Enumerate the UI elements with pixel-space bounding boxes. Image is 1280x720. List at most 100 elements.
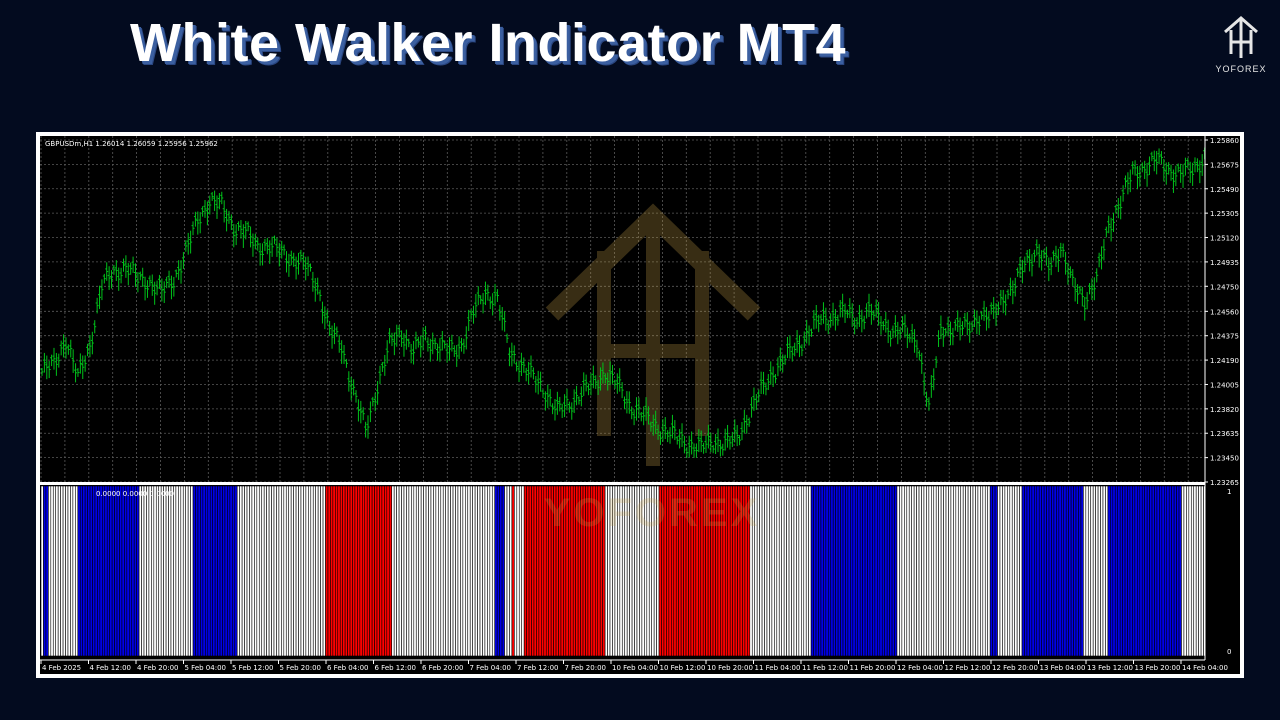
signal-bar-blue — [219, 485, 223, 657]
time-tick-label: 6 Feb 04:00 — [327, 664, 368, 672]
signal-bar-blue — [1046, 485, 1050, 657]
signal-bar-blue — [77, 485, 81, 657]
signal-bar-blue — [234, 485, 238, 657]
signal-bar-blue — [1119, 485, 1123, 657]
price-tick-label: 1.24375 — [1210, 333, 1239, 341]
signal-bar-white — [1007, 485, 1011, 657]
signal-bar-white — [808, 485, 812, 657]
signal-bar-white — [249, 485, 253, 657]
signal-bar-blue — [886, 485, 890, 657]
time-tick-label: 12 Feb 04:00 — [897, 664, 943, 672]
signal-bar-red — [536, 485, 540, 657]
price-tick-label: 1.24750 — [1210, 283, 1239, 291]
signal-bar-blue — [840, 485, 844, 657]
signal-bar-blue — [114, 485, 118, 657]
signal-bar-white — [254, 485, 258, 657]
signal-bar-blue — [1151, 485, 1155, 657]
signal-bar-white — [55, 485, 59, 657]
panel-separator — [40, 482, 1240, 485]
signal-bar-white — [1190, 485, 1195, 657]
signal-bar-blue — [867, 485, 871, 657]
signal-bar-red — [384, 485, 388, 657]
time-tick-label: 13 Feb 20:00 — [1135, 664, 1181, 672]
signal-bar-white — [786, 485, 790, 657]
price-tick-label: 1.24560 — [1210, 308, 1239, 316]
signal-bar-white — [977, 485, 981, 657]
signal-bar-white — [940, 485, 944, 657]
signal-bar-white — [935, 485, 939, 657]
signal-bar-blue — [825, 485, 829, 657]
signal-bar-white — [457, 485, 461, 657]
signal-bar-white — [793, 485, 797, 657]
signal-bar-white — [435, 485, 439, 657]
signal-bar-white — [141, 485, 145, 657]
signal-bar-white — [312, 485, 316, 657]
signal-bar-blue — [106, 485, 110, 657]
signal-bar-white — [761, 485, 765, 657]
signal-bar-red — [332, 485, 336, 657]
signal-bar-white — [1181, 485, 1185, 657]
signal-bar-blue — [1041, 485, 1045, 657]
signal-bar-white — [1195, 485, 1199, 657]
time-tick-label: 11 Feb 04:00 — [755, 664, 801, 672]
signal-bar-white — [433, 485, 437, 657]
signal-bar-blue — [818, 485, 822, 657]
chart-canvas[interactable]: YOFOREX GBPUSDm,H1 1.26014 1.26059 1.259… — [40, 136, 1240, 674]
signal-bar-blue — [496, 485, 500, 657]
signal-bar-white — [950, 485, 954, 657]
signal-bar-blue — [97, 485, 101, 657]
signal-bar-blue — [124, 485, 128, 657]
signal-bar-blue — [1034, 485, 1038, 657]
signal-bar-white — [236, 485, 240, 657]
price-tick-label: 1.23635 — [1210, 430, 1239, 438]
signal-bar-blue — [1139, 485, 1143, 657]
signal-bar-white — [165, 485, 169, 657]
signal-bar-white — [479, 485, 483, 657]
signal-bar-white — [298, 485, 302, 657]
brand-logo: YOFOREX — [1212, 14, 1270, 74]
signal-bar-white — [491, 485, 496, 657]
signal-bar-blue — [205, 485, 209, 657]
signal-bar-white — [489, 485, 493, 657]
signal-bar-blue — [842, 485, 846, 657]
time-tick-label: 10 Feb 20:00 — [707, 664, 753, 672]
signal-bar-white — [153, 485, 157, 657]
signal-bar-white — [317, 485, 321, 657]
signal-bar-blue — [1129, 485, 1133, 657]
signal-bar-white — [180, 485, 184, 657]
signal-bar-white — [295, 485, 299, 657]
signal-bar-blue — [1048, 485, 1052, 657]
signal-bar-blue — [881, 485, 886, 657]
signal-bar-white — [482, 485, 486, 657]
signal-bar-blue — [992, 485, 996, 657]
signal-bar-white — [938, 485, 942, 657]
signal-bar-white — [783, 485, 787, 657]
signal-bar-blue — [1141, 485, 1145, 657]
signal-bar-blue — [1161, 485, 1165, 657]
signal-bar-white — [460, 485, 464, 657]
mt4-chart[interactable]: YOFOREX GBPUSDm,H1 1.26014 1.26059 1.259… — [40, 136, 1240, 674]
signal-bar-white — [440, 485, 444, 657]
price-tick-label: 1.24190 — [1210, 357, 1239, 365]
signal-bar-white — [960, 485, 964, 657]
signal-bar-white — [138, 485, 142, 657]
price-tick-label: 1.24005 — [1210, 381, 1239, 389]
signal-bar-blue — [1117, 485, 1121, 657]
signal-bar-blue — [202, 485, 206, 657]
signal-bar-red — [335, 485, 339, 657]
signal-bar-blue — [850, 485, 854, 657]
signal-bar-blue — [1173, 485, 1177, 657]
signal-bar-red — [388, 485, 393, 657]
signal-bar-red — [344, 485, 348, 657]
signal-bar-blue — [864, 485, 868, 657]
signal-bar-white — [1014, 485, 1018, 657]
watermark-text: YOFOREX — [544, 491, 761, 535]
signal-bar-white — [987, 485, 991, 657]
time-tick-label: 7 Feb 04:00 — [470, 664, 511, 672]
signal-bar-white — [170, 485, 174, 657]
signal-bar-white — [472, 485, 476, 657]
price-tick-label: 1.23820 — [1210, 406, 1239, 414]
signal-bar-blue — [847, 485, 851, 657]
price-tick-label: 1.25675 — [1210, 161, 1239, 169]
signal-bar-white — [146, 485, 150, 657]
